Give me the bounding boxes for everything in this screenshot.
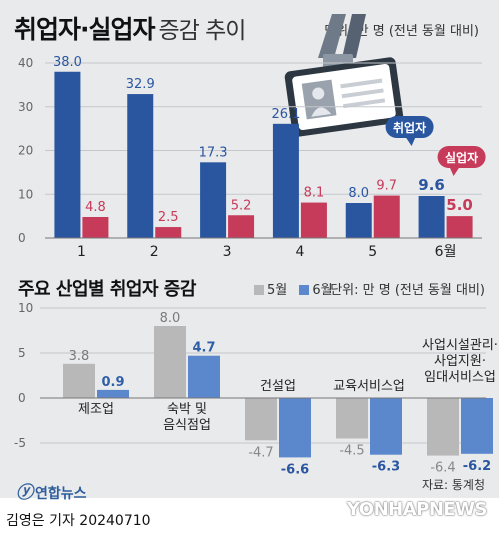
june-bar — [279, 398, 311, 458]
bottom-category-label: 사업시설관리· — [422, 338, 498, 353]
bottom-y-tick-label: 5 — [18, 346, 26, 360]
chart-title-sub: 증감 추이 — [158, 18, 247, 44]
employed-bar — [418, 196, 445, 238]
top-x-tick-label: 5 — [368, 244, 377, 260]
top-y-tick-label: 20 — [18, 144, 33, 158]
bottom-chart-title: 주요 산업별 취업자 증감 — [18, 279, 196, 300]
may-bar — [245, 398, 277, 441]
may-bar — [336, 398, 368, 439]
may-bar — [154, 326, 186, 398]
legend-item-june: 6월 — [299, 283, 333, 298]
legend-item-may: 5월 — [254, 283, 287, 298]
unemployed-value-label: 9.7 — [376, 179, 397, 194]
logo-mark-icon: ⓨ — [16, 483, 33, 503]
employed-value-label: 38.0 — [53, 55, 82, 70]
unemployed-value-label: 5.2 — [231, 198, 252, 213]
top-y-tick-label: 30 — [18, 100, 33, 114]
top-x-tick-label: 2 — [150, 244, 159, 260]
bottom-category-label: 임대서비스업 — [424, 370, 496, 385]
employed-value-label: 17.3 — [199, 145, 228, 160]
bottom-category-label: 사업지원· — [434, 354, 486, 369]
bottom-y-tick-label: -5 — [14, 436, 26, 450]
june-bar — [461, 398, 493, 454]
legend-label-june: 6월 — [312, 283, 333, 298]
unemployed-value-label: 4.8 — [85, 200, 106, 215]
top-x-tick-label: 1 — [77, 244, 86, 260]
unemployed-bar — [228, 215, 255, 238]
id-badge-icon — [284, 14, 404, 137]
yonhap-logo: ⓨ 연합뉴스 — [16, 478, 87, 503]
chart-title: 취업자·실업자 증감 추이 — [14, 10, 247, 46]
unemployed-bar — [155, 227, 182, 238]
bottom-y-tick-label: 10 — [18, 301, 33, 315]
may-value-label: -4.7 — [248, 445, 273, 460]
employed-callout: 취업자 — [385, 116, 434, 146]
bottom-category-label: 제조업 — [78, 402, 114, 417]
bottom-category-label: 숙박 및 — [167, 402, 207, 417]
bottom-category-label: 음식점업 — [163, 418, 211, 433]
unemployed-bar — [300, 202, 327, 238]
employed-callout-label: 취업자 — [393, 120, 426, 135]
unemployed-value-label: 2.5 — [158, 210, 179, 225]
top-y-tick-label: 40 — [18, 56, 33, 70]
unemployed-callout-label: 실업자 — [445, 150, 478, 165]
legend: 5월 6월 — [254, 279, 341, 298]
top-x-tick-label: 4 — [295, 244, 304, 260]
top-y-tick-label: 10 — [18, 187, 33, 201]
employed-bar — [54, 71, 81, 238]
unemployed-callout: 실업자 — [437, 146, 486, 176]
legend-swatch-june — [299, 285, 310, 295]
bottom-category-label: 교육서비스업 — [333, 379, 405, 394]
logo-text: 연합뉴스 — [35, 486, 87, 502]
chart-title-main: 취업자·실업자 — [14, 15, 155, 44]
employed-bar — [345, 203, 372, 238]
byline: 김영은 기자 20240710 — [6, 513, 151, 529]
unemployed-value-label: 5.0 — [446, 196, 473, 214]
june-value-label: -6.6 — [281, 462, 309, 477]
top-chart: 0 10 20 30 40 38.0 4.8 1 32.9 2.5 2 17.3 5.2 3 26.1 8.1… — [18, 55, 486, 260]
june-value-label: 0.9 — [101, 375, 124, 390]
unemployed-bar — [446, 216, 473, 238]
top-y-tick-label: 0 — [18, 231, 26, 245]
june-bar — [97, 389, 129, 398]
june-value-label: 4.7 — [192, 341, 215, 356]
may-bar — [63, 363, 95, 398]
bottom-category-label: 건설업 — [260, 379, 296, 394]
employed-value-label: 26.1 — [271, 107, 300, 122]
unemployed-value-label: 8.1 — [304, 186, 325, 201]
employed-value-label: 8.0 — [348, 186, 369, 201]
june-bar — [370, 398, 402, 455]
unemployed-bar — [82, 217, 109, 238]
may-value-label: 3.8 — [69, 349, 90, 364]
may-value-label: -6.4 — [430, 461, 455, 476]
employed-value-label: 9.6 — [418, 176, 445, 194]
june-value-label: -6.3 — [372, 460, 400, 475]
legend-swatch-may — [254, 285, 264, 295]
june-value-label: -6.2 — [463, 459, 491, 474]
top-unit-label: 단위: 만 명 (전년 동월 대비) — [324, 24, 479, 39]
june-bar — [188, 355, 220, 398]
legend-label-may: 5월 — [267, 283, 288, 298]
bottom-y-tick-label: 0 — [18, 391, 26, 405]
top-x-tick-label: 6월 — [435, 244, 457, 260]
employed-value-label: 32.9 — [126, 77, 155, 92]
employed-bar — [272, 123, 299, 238]
employed-bar — [127, 94, 154, 238]
source-label: 자료: 통계청 — [421, 478, 485, 492]
may-bar — [427, 398, 459, 456]
may-value-label: -4.5 — [339, 444, 364, 459]
unemployed-bar — [373, 195, 400, 238]
bottom-unit-label: 단위: 만 명 (전년 동월 대비) — [330, 283, 485, 298]
may-value-label: 8.0 — [160, 311, 181, 326]
watermark: YONHAPNEWS — [346, 499, 488, 520]
top-x-tick-label: 3 — [223, 244, 232, 260]
employed-bar — [200, 162, 227, 238]
